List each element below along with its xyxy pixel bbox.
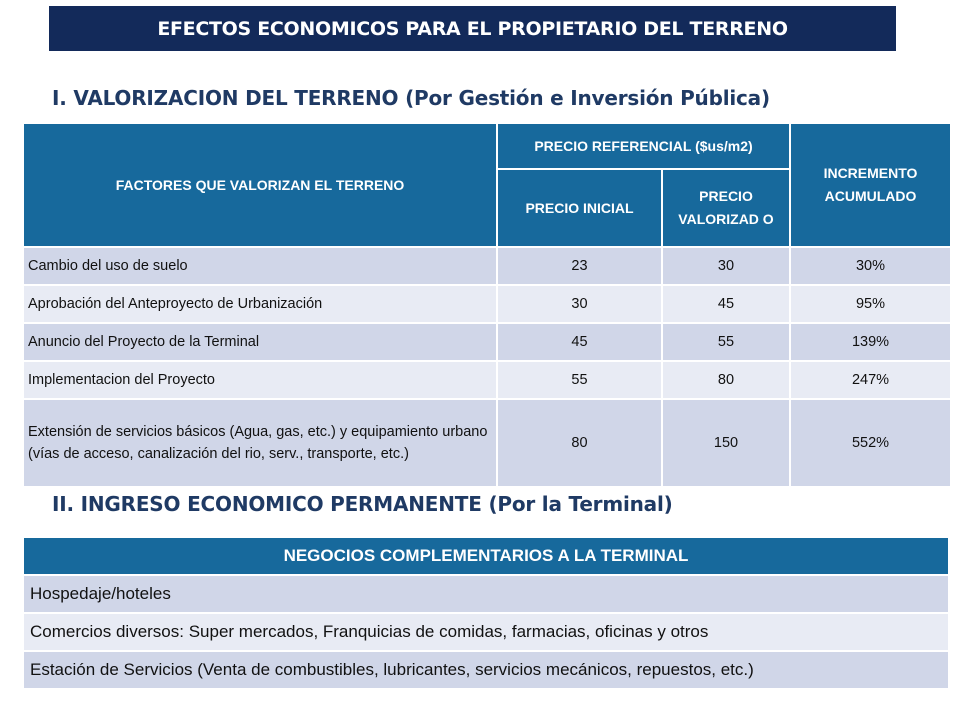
negocios-table: NEGOCIOS COMPLEMENTARIOS A LA TERMINAL H…: [22, 536, 950, 690]
factor-cell: Aprobación del Anteproyecto de Urbanizac…: [22, 284, 498, 324]
table-row: Cambio del uso de suelo 23 30 30%: [22, 246, 952, 286]
precio-valorizado-cell: 55: [661, 322, 791, 362]
list-item: Comercios diversos: Super mercados, Fran…: [22, 612, 950, 652]
header-precio-inicial: PRECIO INICIAL: [496, 168, 663, 248]
negocio-cell: Estación de Servicios (Venta de combusti…: [22, 650, 950, 690]
section-heading-valorizacion: I. VALORIZACION DEL TERRENO (Por Gestión…: [52, 86, 770, 110]
incremento-cell: 139%: [789, 322, 952, 362]
negocio-cell: Comercios diversos: Super mercados, Fran…: [22, 612, 950, 652]
negocio-cell: Hospedaje/hoteles: [22, 574, 950, 614]
precio-valorizado-cell: 30: [661, 246, 791, 286]
list-item: Estación de Servicios (Venta de combusti…: [22, 650, 950, 690]
page-title: EFECTOS ECONOMICOS PARA EL PROPIETARIO D…: [49, 6, 896, 51]
list-item: Hospedaje/hoteles: [22, 574, 950, 614]
precio-valorizado-cell: 45: [661, 284, 791, 324]
header-incremento: INCREMENTO ACUMULADO: [789, 122, 952, 248]
precio-inicial-cell: 80: [496, 398, 663, 488]
precio-inicial-cell: 23: [496, 246, 663, 286]
factor-cell: Cambio del uso de suelo: [22, 246, 498, 286]
header-negocios: NEGOCIOS COMPLEMENTARIOS A LA TERMINAL: [22, 536, 950, 576]
section-heading-ingreso: II. INGRESO ECONOMICO PERMANENTE (Por la…: [52, 492, 673, 516]
table-row: Anuncio del Proyecto de la Terminal 45 5…: [22, 322, 952, 362]
precio-valorizado-cell: 150: [661, 398, 791, 488]
table-row: Extensión de servicios básicos (Agua, ga…: [22, 398, 952, 488]
precio-valorizado-cell: 80: [661, 360, 791, 400]
incremento-cell: 247%: [789, 360, 952, 400]
valorizacion-table: FACTORES QUE VALORIZAN EL TERRENO PRECIO…: [22, 122, 952, 488]
header-factores: FACTORES QUE VALORIZAN EL TERRENO: [22, 122, 498, 248]
precio-inicial-cell: 30: [496, 284, 663, 324]
factor-cell: Anuncio del Proyecto de la Terminal: [22, 322, 498, 362]
precio-inicial-cell: 45: [496, 322, 663, 362]
precio-inicial-cell: 55: [496, 360, 663, 400]
header-precio-valorizado: PRECIO VALORIZAD O: [661, 168, 791, 248]
incremento-cell: 30%: [789, 246, 952, 286]
incremento-cell: 552%: [789, 398, 952, 488]
factor-cell: Extensión de servicios básicos (Agua, ga…: [22, 398, 498, 488]
header-precio-referencial: PRECIO REFERENCIAL ($us/m2): [496, 122, 791, 170]
factor-cell: Implementacion del Proyecto: [22, 360, 498, 400]
incremento-cell: 95%: [789, 284, 952, 324]
table-row: Implementacion del Proyecto 55 80 247%: [22, 360, 952, 400]
table-row: Aprobación del Anteproyecto de Urbanizac…: [22, 284, 952, 324]
